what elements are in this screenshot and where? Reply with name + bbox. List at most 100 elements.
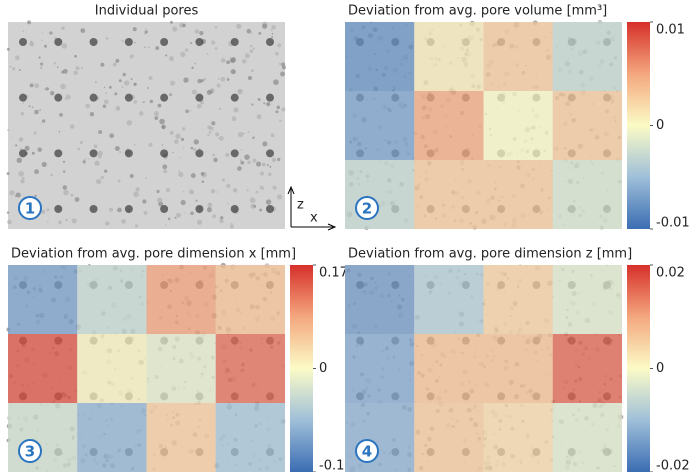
pore <box>134 42 136 44</box>
panel-label: 1 <box>25 200 35 218</box>
pore <box>149 99 154 104</box>
pore <box>276 105 280 110</box>
pore <box>266 164 269 167</box>
heatmap-cell <box>8 403 78 472</box>
pore <box>104 169 108 173</box>
colorbar-tick-label: -0.17 <box>319 459 353 472</box>
pore <box>11 137 13 139</box>
pore <box>279 119 282 122</box>
pore <box>249 44 253 48</box>
pore <box>227 202 229 205</box>
pore <box>266 205 274 213</box>
pore <box>226 60 230 65</box>
pore <box>203 78 207 81</box>
pore <box>207 202 213 208</box>
heatmap-cell <box>345 91 415 160</box>
pore <box>148 75 153 81</box>
pore <box>213 157 218 163</box>
pore <box>97 150 103 156</box>
pore <box>54 38 63 46</box>
colorbar-tick-label: 0.17 <box>319 266 348 281</box>
pore <box>9 190 15 196</box>
pore <box>142 101 145 104</box>
pore <box>259 185 264 190</box>
pore <box>220 216 224 220</box>
pore <box>61 43 68 49</box>
pore <box>207 125 212 130</box>
pore <box>226 78 230 81</box>
pore <box>236 23 242 29</box>
heatmap-cell <box>483 160 553 229</box>
pore <box>271 157 277 163</box>
pore <box>105 221 110 226</box>
pore <box>109 207 114 212</box>
heatmap-cell <box>552 91 622 160</box>
pore <box>9 65 12 68</box>
pore <box>87 158 90 160</box>
pore <box>29 40 33 44</box>
pore <box>147 46 150 49</box>
pore <box>161 124 166 130</box>
pore <box>58 130 61 133</box>
pore <box>190 146 194 150</box>
pore <box>196 103 202 109</box>
pore <box>133 82 137 87</box>
pore <box>199 31 204 36</box>
pore <box>39 66 43 70</box>
pore <box>119 151 121 153</box>
pore <box>180 137 185 142</box>
pore <box>165 54 168 57</box>
heatmap-cell <box>345 403 415 472</box>
pore <box>156 189 160 194</box>
pore <box>132 27 137 32</box>
pore <box>208 130 212 134</box>
pore <box>210 88 215 93</box>
pore <box>212 153 216 157</box>
pore <box>232 188 238 193</box>
pore <box>124 149 133 158</box>
pore <box>191 89 197 95</box>
pore <box>103 99 109 105</box>
pore <box>240 160 245 165</box>
pore <box>262 141 268 147</box>
pore <box>114 146 120 151</box>
pore-image <box>8 22 285 229</box>
pore <box>41 39 43 42</box>
pore <box>20 179 25 184</box>
pore <box>73 70 78 75</box>
pore <box>19 93 27 102</box>
pore <box>178 170 181 173</box>
colorbar-tick-label: 0.02 <box>656 266 685 281</box>
pore <box>15 192 21 198</box>
pore <box>80 67 83 70</box>
pore <box>18 171 24 177</box>
pore <box>214 26 218 29</box>
pore <box>33 131 37 135</box>
colorbar-tick-label: 0 <box>319 361 327 376</box>
pore <box>145 27 147 30</box>
panel-badge <box>18 439 42 463</box>
pore <box>28 105 31 108</box>
pore <box>211 40 216 45</box>
pore <box>251 103 254 106</box>
pore <box>201 180 205 183</box>
heatmap-cell <box>483 403 553 472</box>
pore <box>168 56 174 62</box>
pore <box>182 23 186 28</box>
pore <box>80 28 86 33</box>
pore <box>259 208 263 212</box>
pore <box>18 68 21 72</box>
pore <box>170 80 176 86</box>
pore <box>89 93 98 102</box>
pore <box>193 139 199 145</box>
pore <box>221 178 225 182</box>
pore <box>271 36 274 39</box>
pore <box>144 46 146 48</box>
pore <box>174 216 177 219</box>
pore <box>281 107 286 112</box>
pore <box>135 187 140 192</box>
pore <box>246 189 249 192</box>
pore <box>144 30 148 34</box>
pore <box>31 151 35 155</box>
